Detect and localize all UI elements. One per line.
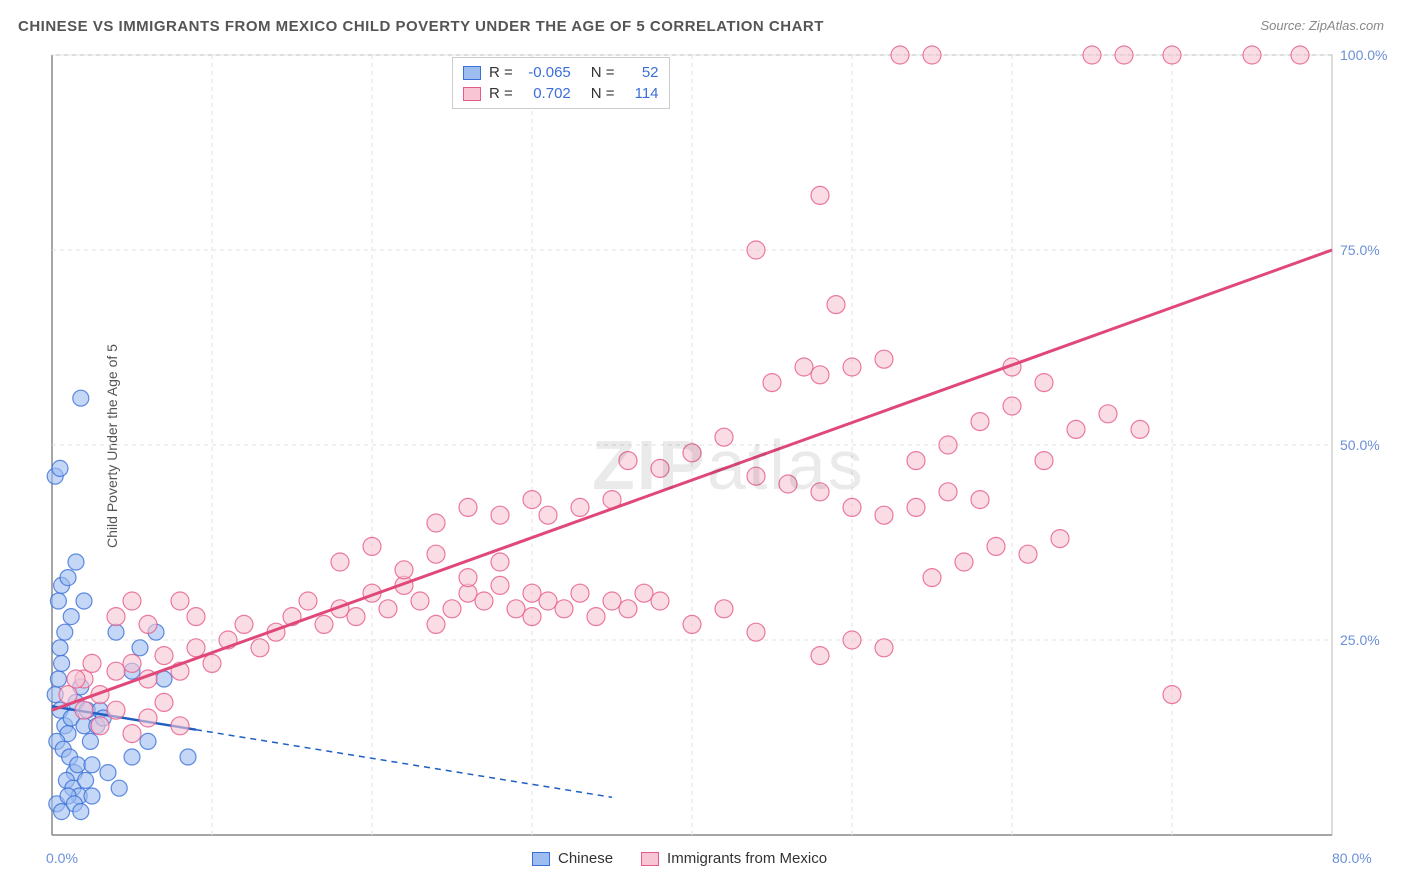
series-swatch xyxy=(463,66,481,80)
n-label: N = xyxy=(591,64,615,81)
legend-item: Chinese xyxy=(532,850,613,867)
x-tick-min: 0.0% xyxy=(46,850,78,866)
plot-area: 25.0%50.0%75.0%100.0% ZIPatlas R =-0.065… xyxy=(52,55,1382,845)
stats-row: R = -0.065 N = 52 xyxy=(463,62,659,83)
r-value: -0.065 xyxy=(521,64,571,81)
legend-label: Chinese xyxy=(558,850,613,867)
source-attribution: Source: ZipAtlas.com xyxy=(1260,18,1384,33)
r-value: 0.702 xyxy=(521,85,571,102)
series-swatch xyxy=(641,852,659,866)
n-value: 52 xyxy=(623,64,659,81)
x-tick-max: 80.0% xyxy=(1332,850,1372,866)
chart-title: CHINESE VS IMMIGRANTS FROM MEXICO CHILD … xyxy=(18,18,824,35)
svg-text:75.0%: 75.0% xyxy=(1340,242,1380,258)
svg-text:50.0%: 50.0% xyxy=(1340,437,1380,453)
svg-text:100.0%: 100.0% xyxy=(1340,47,1387,63)
legend-item: Immigrants from Mexico xyxy=(641,850,827,867)
correlation-stats-legend: R = -0.065 N = 52 R = 0.702 N = 114 xyxy=(452,57,670,109)
series-swatch xyxy=(463,87,481,101)
series-legend: Chinese Immigrants from Mexico xyxy=(532,850,827,867)
n-value: 114 xyxy=(623,85,659,102)
n-label: N = xyxy=(591,85,615,102)
r-label: R = xyxy=(489,64,513,81)
svg-text:25.0%: 25.0% xyxy=(1340,632,1380,648)
series-swatch xyxy=(532,852,550,866)
legend-label: Immigrants from Mexico xyxy=(667,850,827,867)
stats-row: R = 0.702 N = 114 xyxy=(463,83,659,104)
r-label: R = xyxy=(489,85,513,102)
scatter-chart-svg: 25.0%50.0%75.0%100.0% xyxy=(52,55,1382,875)
